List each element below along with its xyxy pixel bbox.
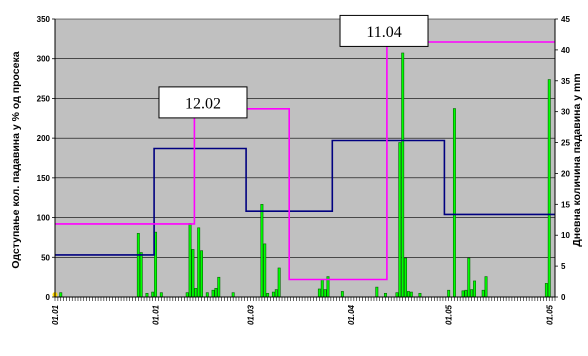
bar: [205, 292, 209, 298]
bar: [185, 292, 189, 298]
bar: [470, 289, 474, 298]
bar: [409, 291, 413, 298]
bar: [211, 289, 215, 298]
bar: [317, 288, 321, 298]
x-tick-label: 01.03: [246, 304, 255, 325]
bar: [340, 291, 344, 298]
bar: [406, 291, 410, 298]
magenta-step-line: [55, 41, 555, 281]
y-tick-label-left: 50: [41, 253, 50, 262]
axes: 0 50 100 150 200 250 300 350 0 5 10 15 20 25 30 35 40 45 0…: [37, 15, 571, 325]
bar: [384, 292, 387, 298]
bar: [320, 279, 324, 298]
bar: [191, 249, 195, 298]
bar: [452, 108, 456, 298]
y-tick-label-left: 350: [37, 15, 51, 24]
bar: [159, 292, 163, 298]
bar: [464, 289, 468, 298]
bar-series: [59, 52, 551, 298]
bar: [197, 227, 201, 298]
bar: [418, 292, 422, 298]
bar: [277, 267, 281, 298]
y-axis-title-right: Дневна количина падавина у mm: [571, 73, 583, 246]
bar: [447, 289, 451, 298]
bar: [323, 289, 327, 298]
y-tick-label-right: 15: [561, 200, 570, 209]
bar: [214, 288, 218, 298]
y-tick-label-right: 30: [561, 108, 570, 117]
y-tick-label-right: 45: [561, 15, 570, 24]
y-tick-label-left: 0: [46, 293, 51, 302]
annotation-12-02: 12.02: [158, 86, 248, 119]
y-tick-label-right: 20: [561, 169, 570, 178]
bar: [59, 292, 63, 298]
bar: [481, 289, 485, 298]
line-series: [52, 41, 555, 298]
bar: [467, 257, 471, 298]
y-tick-label-left: 200: [37, 134, 51, 143]
bar: [401, 52, 405, 298]
bar: [151, 291, 155, 298]
bar: [544, 283, 548, 298]
annotation-label: 11.04: [366, 24, 401, 41]
bar: [200, 250, 204, 298]
bar: [217, 276, 221, 298]
bar: [266, 292, 270, 298]
x-tick-label: 01.01: [152, 304, 161, 325]
bar: [547, 79, 551, 298]
annotation-box: [339, 14, 429, 47]
y-tick-label-right: 35: [561, 77, 570, 86]
y-tick-label-left: 300: [37, 55, 51, 64]
y-tick-label-left: 250: [37, 94, 51, 103]
annotation-label: 12.02: [185, 95, 221, 112]
bar: [404, 257, 408, 298]
y-axis-title-left: Одступање кол. падавина у % од просека: [10, 51, 22, 268]
y-tick-label-left: 100: [37, 214, 51, 223]
bar: [188, 223, 192, 298]
y-tick-label-right: 40: [561, 46, 570, 55]
y-tick-label-right: 0: [561, 293, 566, 302]
y-tick-label-left: 150: [37, 174, 51, 183]
x-tick-label: 01.05: [545, 304, 554, 325]
x-tick-label: 01.05: [445, 304, 454, 325]
bar: [263, 243, 267, 298]
bar: [194, 288, 198, 298]
bar: [398, 142, 402, 298]
bar: [395, 292, 399, 298]
y-tick-label-right: 25: [561, 139, 570, 148]
bar: [375, 286, 379, 298]
bar: [274, 289, 278, 298]
bar: [484, 276, 488, 298]
y-tick-label-right: 5: [561, 262, 566, 271]
bar: [260, 204, 264, 298]
x-tick-label: 01.04: [347, 304, 356, 325]
bar: [231, 292, 235, 298]
y-tick-label-right: 10: [561, 231, 570, 240]
bar: [461, 290, 465, 298]
bar: [145, 292, 149, 298]
annotation-box: [158, 86, 248, 119]
bar: [139, 252, 143, 298]
annotation-11-04: 11.04: [339, 14, 429, 47]
bar: [271, 291, 275, 298]
bar: [473, 280, 476, 298]
bar: [136, 233, 140, 298]
x-tick-label: 01.01: [51, 304, 60, 325]
